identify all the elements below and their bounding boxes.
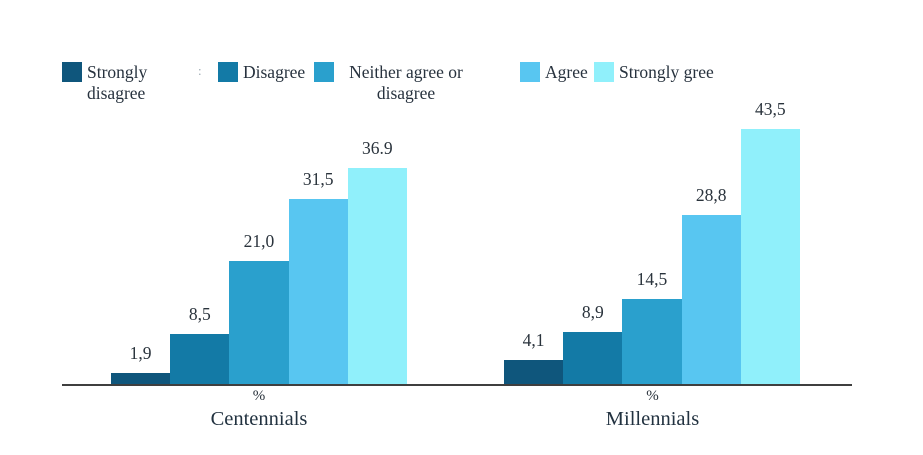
bar-group-millennials: 4,1 8,9 14,5 28,8 43,5 (504, 99, 800, 384)
bar-strongly-gree: 43,5 (740, 99, 800, 384)
legend-label: Strongly disagree (87, 62, 148, 104)
bar-agree: 31,5 (288, 169, 348, 384)
group-label-millennials: Millennials (605, 408, 700, 430)
bar-value-label: 31,5 (302, 169, 334, 190)
legend-item-neither-agree-or-disagree: Neither agree or disagree (314, 62, 473, 105)
legend-item-strongly-disagree: Strongly disagree (62, 62, 167, 105)
bar-disagree: 8,5 (170, 304, 230, 384)
legend-label: Strongly gree (619, 62, 714, 82)
bar-value-label: 14,5 (636, 269, 668, 289)
legend-item-agree: Agree (520, 62, 588, 83)
bar-strongly-disagree: 4,1 (504, 330, 564, 384)
legend-swatch-icon (62, 62, 82, 82)
unit-label: % (646, 388, 659, 404)
legend-label: Neither agree or disagree (349, 62, 463, 104)
legend-label: Agree (545, 62, 588, 82)
group-label-centennials: Centennials (210, 408, 308, 430)
bar-value-label: 21,0 (243, 230, 275, 251)
bar-disagree: 8,9 (563, 302, 623, 384)
bar-strongly-disagree: 1,9 (111, 343, 171, 384)
bar-value-label: 8,5 (188, 304, 211, 325)
legend-item-disagree: Disagree (218, 62, 305, 83)
bar-value-label: 4,1 (522, 330, 545, 350)
bar-neither-agree-or-disagree: 14,5 (622, 269, 682, 384)
stray-mark: : (198, 63, 202, 78)
bar-value-label: 1,9 (129, 342, 152, 363)
legend-swatch-icon (314, 62, 334, 82)
legend-swatch-icon (218, 62, 238, 82)
bar-value-label: 43,5 (755, 99, 786, 120)
legend: Strongly disagree Disagree Neither agree o… (0, 0, 923, 115)
legend-item-strongly-gree: Strongly gree (594, 62, 714, 83)
bar-value-label: 36.9 (362, 137, 393, 158)
legend-swatch-icon (594, 62, 614, 82)
bar-value-label: 28,8 (695, 185, 727, 206)
bar-group-centennials: 1,9 8,5 21,0 31,5 36.9 (111, 138, 407, 384)
bar-neither-agree-or-disagree: 21,0 (229, 231, 289, 384)
bar-strongly-gree: 36.9 (347, 138, 407, 384)
bar-agree: 28,8 (681, 185, 741, 384)
legend-label: Disagree (243, 62, 306, 82)
x-axis-line (62, 384, 852, 386)
unit-label: % (252, 388, 266, 404)
bar-value-label: 8,9 (581, 301, 604, 322)
legend-swatch-icon (520, 62, 540, 82)
